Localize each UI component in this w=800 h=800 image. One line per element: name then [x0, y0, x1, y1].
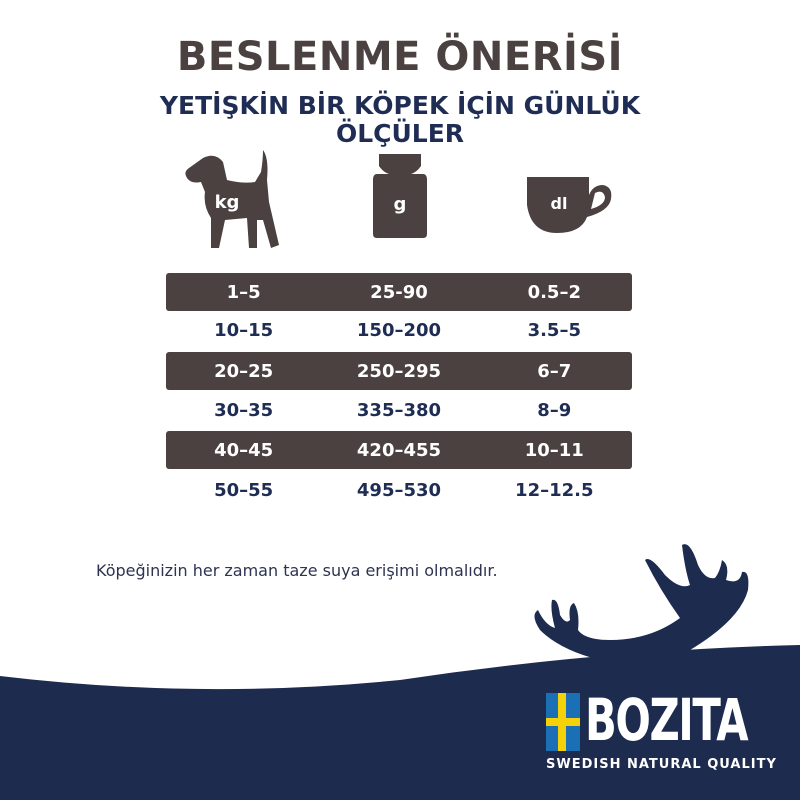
- cell-g: 250–295: [356, 360, 442, 382]
- cell-kg: 20–25: [214, 360, 274, 382]
- cell-dl: 8–9: [537, 399, 572, 421]
- cell-g: 25-90: [370, 281, 428, 303]
- antler-icon: [534, 544, 749, 660]
- cell-dl: 12–12.5: [515, 479, 594, 501]
- cell-dl: 10–11: [524, 439, 584, 461]
- subtitle-line-2: ÖLÇÜLER: [335, 119, 465, 148]
- table-row: 50–55 495–530 12–12.5: [166, 471, 632, 509]
- cell-kg: 40–45: [214, 439, 274, 461]
- swedish-flag-icon: [546, 693, 580, 751]
- page-title: BESLENME ÖNERİSİ: [176, 34, 624, 80]
- cell-kg: 30–35: [214, 399, 274, 421]
- table-row: 20–25 250–295 6–7: [166, 352, 632, 390]
- cup-icon: dl: [527, 177, 612, 233]
- dog-icon: kg: [185, 150, 279, 248]
- svg-text:kg: kg: [215, 192, 240, 213]
- subtitle-line-1: YETİŞKİN BİR KÖPEK İÇİN GÜNLÜK: [159, 91, 641, 120]
- table-row: 40–45 420–455 10–11: [166, 431, 632, 469]
- weight-icon: g: [373, 154, 427, 238]
- svg-text:g: g: [394, 194, 407, 215]
- cell-kg: 50–55: [214, 479, 274, 501]
- brand-tagline: SWEDISH NATURAL QUALITY: [546, 757, 777, 772]
- cell-g: 495–530: [356, 479, 442, 501]
- cell-dl: 0.5–2: [527, 281, 581, 303]
- subtitle: YETİŞKİN BİR KÖPEK İÇİN GÜNLÜK ÖLÇÜLER: [0, 92, 800, 148]
- water-note: Köpeğinizin her zaman taze suya erişimi …: [96, 561, 498, 580]
- cell-g: 335–380: [356, 399, 442, 421]
- brand-logo: BOZITA: [585, 686, 749, 754]
- table-row: 1–5 25-90 0.5–2: [166, 273, 632, 311]
- cell-dl: 6–7: [537, 360, 572, 382]
- cell-kg: 10–15: [214, 319, 274, 341]
- cell-g: 420–455: [356, 439, 442, 461]
- svg-text:dl: dl: [551, 194, 568, 213]
- table-row: 10–15 150–200 3.5–5: [166, 311, 632, 349]
- cell-g: 150–200: [356, 319, 442, 341]
- table-row: 30–35 335–380 8–9: [166, 391, 632, 429]
- cell-kg: 1–5: [226, 281, 261, 303]
- cell-dl: 3.5–5: [527, 319, 581, 341]
